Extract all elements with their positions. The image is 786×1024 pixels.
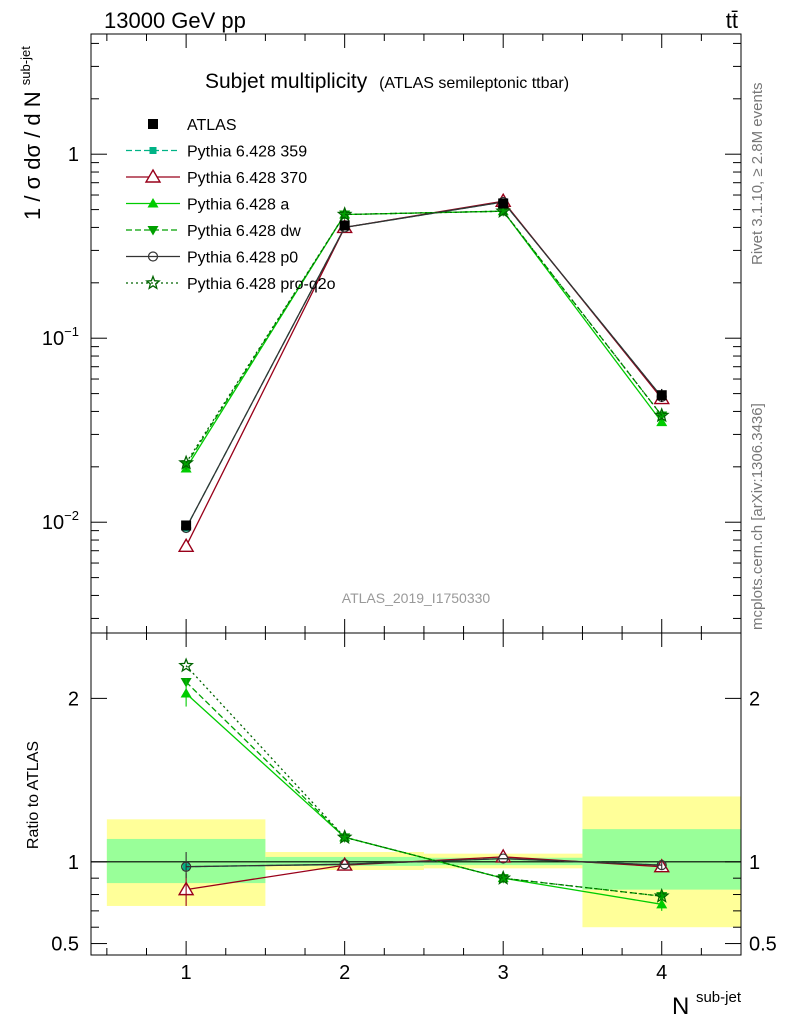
ratio-y-tick-label-right: 2 xyxy=(749,688,760,710)
legend-entry-pythia-6-428-370: Pythia 6.428 370 xyxy=(126,168,307,187)
ratio-y-tick-label-left: 1 xyxy=(68,852,79,874)
series-point xyxy=(656,416,668,427)
main-y-tick-base: 10 xyxy=(42,512,64,534)
legend-entry-pythia-6-428-pro-q2o: Pythia 6.428 pro-q2o xyxy=(126,274,336,293)
main-x-ticks xyxy=(106,34,742,633)
ratio-plot-frame xyxy=(90,632,742,956)
ratio-x-tick-label: 1 xyxy=(181,962,192,984)
main-y-tick-label: 10−1 xyxy=(42,324,79,350)
series-line xyxy=(185,201,663,529)
ratio-point xyxy=(495,869,512,885)
legend-label: ATLAS xyxy=(187,117,237,134)
ratio-point xyxy=(498,853,509,864)
main-title-text: Subjet multiplicity xyxy=(205,70,368,93)
series-pythia-6-428-pro-q2o xyxy=(178,202,670,470)
ratio-point xyxy=(336,829,353,845)
ratio-line xyxy=(185,665,662,897)
series-atlas xyxy=(181,198,667,531)
main-subtitle-text: (ATLAS semileptonic ttbar) xyxy=(379,75,569,92)
ratio-y-axis: 0.5 0.5 1 1 2 2 xyxy=(51,688,777,955)
legend-entry-pythia-6-428-a: Pythia 6.428 a xyxy=(126,197,289,214)
series-line xyxy=(185,210,663,469)
ratio-series-pythia-6-428-pro-q2o xyxy=(178,657,670,903)
header-right: tt̄ xyxy=(726,8,738,33)
legend-label: Pythia 6.428 dw xyxy=(187,223,301,240)
main-y-tick-exp: −2 xyxy=(64,508,79,523)
legend-label: Pythia 6.428 pro-q2o xyxy=(187,276,336,293)
legend: ATLAS Pythia 6.428 359 Pythia 6.428 370 Pyt… xyxy=(126,117,336,293)
series-point xyxy=(336,206,353,222)
data-point xyxy=(656,390,667,401)
ratio-y-tick-label-right: 0.5 xyxy=(749,934,777,956)
ratio-line xyxy=(185,681,662,897)
main-series xyxy=(177,192,670,552)
legend-marker xyxy=(147,251,159,262)
series-pythia-6-428-370 xyxy=(177,192,670,552)
legend-marker xyxy=(149,147,157,154)
ratio-x-tick-label: 4 xyxy=(656,962,667,984)
main-title: Subjet multiplicity (ATLAS semileptonic … xyxy=(205,70,569,93)
legend-marker xyxy=(144,168,162,183)
series-pythia-6-428-p0 xyxy=(181,196,667,534)
legend-entry-pythia-6-428-p0: Pythia 6.428 p0 xyxy=(126,250,298,267)
ratio-y-tick-label-right: 1 xyxy=(749,852,760,874)
main-panel: 10−210−11 Subjet multiplicity (ATLAS sem… xyxy=(18,33,742,634)
series-point xyxy=(495,202,512,218)
main-y-label-text: 1 / σ dσ / d N xyxy=(20,91,45,220)
main-y-tick-exp: −1 xyxy=(64,324,79,339)
ratio-y-tick-label-left: 2 xyxy=(68,688,79,710)
series-pythia-6-428-dw xyxy=(180,207,668,471)
header-left: 13000 GeV pp xyxy=(104,8,246,33)
main-y-tick-base: 10 xyxy=(42,328,64,350)
data-point xyxy=(181,520,192,531)
data-point xyxy=(339,220,350,231)
main-y-label: 1 / σ dσ / d N sub-jet xyxy=(18,46,45,220)
side-label-bottom: mcplots.cern.ch [arXiv:1306.3436] xyxy=(749,403,766,630)
series-point xyxy=(653,407,670,423)
legend-entry-atlas: ATLAS xyxy=(148,117,237,134)
ratio-y-tick-label-left: 0.5 xyxy=(51,934,79,956)
main-y-tick-label: 10−2 xyxy=(42,508,79,534)
legend-label: Pythia 6.428 p0 xyxy=(187,250,298,267)
legend-label: Pythia 6.428 a xyxy=(187,197,289,214)
ratio-line xyxy=(186,857,662,868)
ratio-x-label: N sub-jet xyxy=(672,989,742,1020)
main-watermark: ATLAS_2019_I1750330 xyxy=(342,590,491,606)
side-label-top: Rivet 3.1.10, ≥ 2.8M events xyxy=(749,83,766,266)
series-pythia-6-428-a xyxy=(180,205,668,473)
main-y-label-sup: sub-jet xyxy=(18,46,33,85)
legend-label: Pythia 6.428 359 xyxy=(187,144,307,161)
legend-marker xyxy=(147,198,159,208)
legend-marker xyxy=(145,274,161,290)
legend-marker xyxy=(147,226,159,236)
ratio-x-axis: 1 2 3 4 xyxy=(106,633,742,984)
series-point xyxy=(178,454,195,470)
legend-label: Pythia 6.428 370 xyxy=(187,170,307,187)
main-y-tick-label: 1 xyxy=(68,144,79,166)
series-point xyxy=(177,537,195,552)
main-y-tick-base: 1 xyxy=(68,144,79,166)
ratio-x-tick-label: 3 xyxy=(498,962,509,984)
ratio-y-label: Ratio to ATLAS xyxy=(25,741,42,849)
ratio-point xyxy=(339,859,350,870)
ratio-x-tick-label: 2 xyxy=(339,962,350,984)
ratio-panel: 0.5 0.5 1 1 2 2 1 2 3 4 Ratio to ATLAS N sub-jet xyxy=(25,632,777,1020)
ratio-x-label-base: N xyxy=(672,993,689,1020)
legend-entry-pythia-6-428-dw: Pythia 6.428 dw xyxy=(126,223,301,240)
ratio-point xyxy=(178,657,194,673)
ratio-series xyxy=(177,657,670,911)
main-y-axis: 10−210−11 xyxy=(42,42,741,619)
ratio-x-label-sup: sub-jet xyxy=(696,989,742,1006)
series-pythia-6-428-359 xyxy=(182,198,666,532)
data-point xyxy=(498,198,509,209)
legend-entry-pythia-6-428-359: Pythia 6.428 359 xyxy=(126,144,307,161)
legend-marker xyxy=(148,119,158,129)
